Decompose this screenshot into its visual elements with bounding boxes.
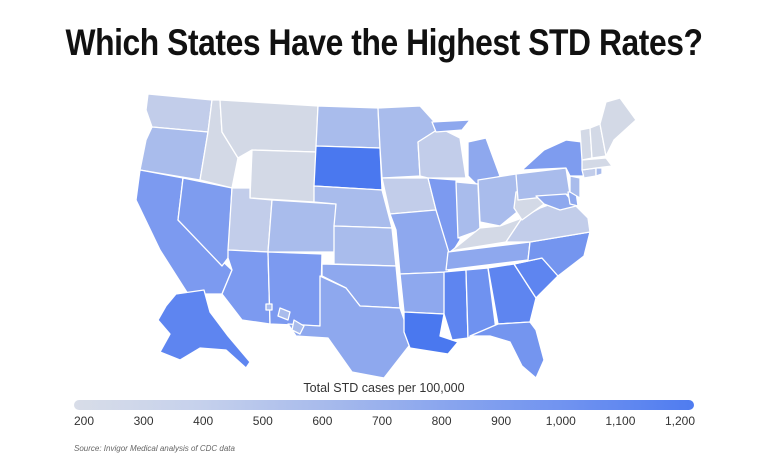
state-ar [399,271,449,315]
legend-tick-labels: 200 300 400 500 600 700 800 900 1,000 1,… [0,414,768,432]
state-ak [157,289,251,369]
legend-tick: 200 [73,414,95,428]
legend-tick: 1,100 [605,414,636,428]
state-la [403,311,459,355]
legend-tick: 400 [193,414,214,428]
source-note: Source: Invigor Medical analysis of CDC … [74,444,235,453]
state-nc [513,231,591,277]
legend-tick: 1,000 [545,414,576,428]
state-ga [487,263,537,325]
legend-title: Total STD cases per 100,000 [303,381,465,395]
state-hi [265,303,305,335]
state-co [267,199,337,253]
state-ma [581,157,613,171]
state-nj [569,175,581,199]
state-ri [595,167,603,177]
state-mt [219,99,319,159]
state-ia [381,177,437,215]
legend-tick: 300 [133,414,154,428]
legend-tick: 1,200 [664,414,696,428]
state-va [505,197,591,243]
state-sd [313,145,383,191]
state-nd [315,105,381,149]
state-oh [477,173,523,227]
state-nv [177,177,233,267]
state-md [535,193,577,211]
state-in [455,181,481,239]
chart-title: Which States Have the Highest STD Rates? [65,22,703,63]
legend-tick: 500 [252,414,273,428]
state-fl [469,321,545,379]
legend-tick: 700 [371,414,393,428]
state-ms [443,269,469,341]
legend-tick: 800 [431,414,452,428]
state-me [599,97,637,157]
us-choropleth-map [135,93,637,379]
legend-tick: 900 [491,414,512,428]
state-az [221,249,271,325]
state-wy [249,149,317,203]
legend-color-scale [74,400,694,410]
legend-tick: 600 [312,414,333,428]
state-ks [333,225,397,267]
state-wa [145,93,213,133]
state-nm [267,251,323,327]
